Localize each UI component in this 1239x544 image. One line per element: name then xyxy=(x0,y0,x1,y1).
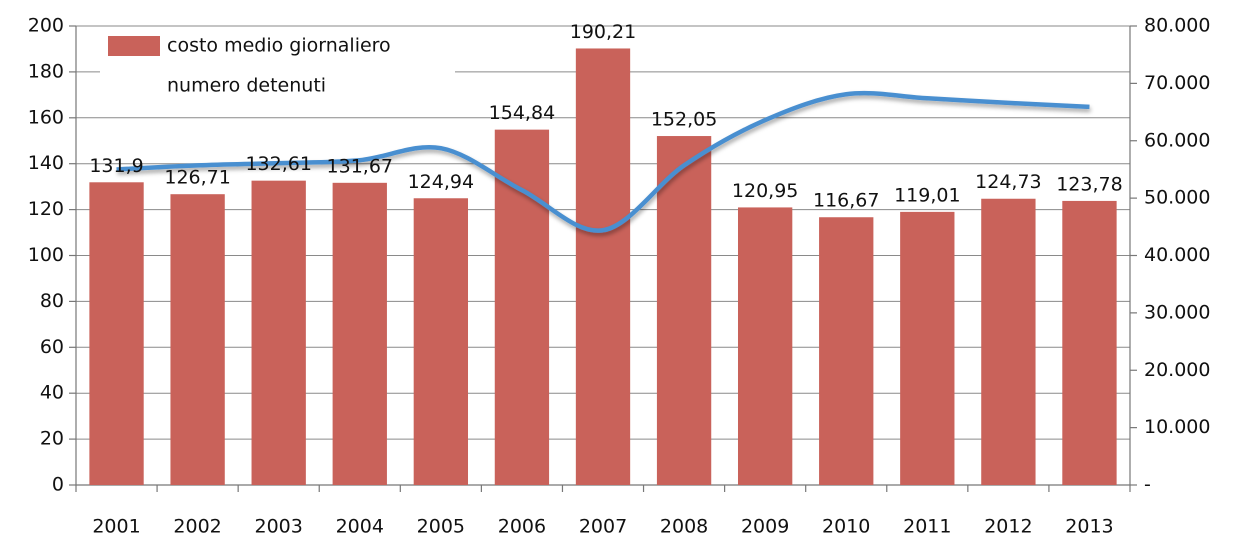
x-tick-label: 2006 xyxy=(498,516,546,538)
data-label: 190,21 xyxy=(570,21,636,43)
data-label: 154,84 xyxy=(489,102,555,124)
legend-label: numero detenuti xyxy=(167,75,326,97)
y-tick-label: 140 xyxy=(28,152,64,174)
bar xyxy=(981,198,1036,486)
bar xyxy=(494,129,550,485)
y-tick-label: 160 xyxy=(28,106,64,128)
data-label: 116,67 xyxy=(813,190,879,212)
bar xyxy=(170,194,225,485)
y2-tick-label: 70.000 xyxy=(1144,72,1210,94)
y-tick-label: 120 xyxy=(28,198,64,220)
bar xyxy=(737,207,793,486)
x-tick-label: 2005 xyxy=(417,516,465,538)
y-tick-label: 0 xyxy=(52,474,64,496)
data-label: 126,71 xyxy=(164,167,230,189)
bar xyxy=(332,182,387,485)
y-tick-label: 60 xyxy=(40,336,64,358)
bar xyxy=(819,217,874,485)
y2-tick-label: 20.000 xyxy=(1144,359,1210,381)
data-label: 120,95 xyxy=(732,180,798,202)
legend-swatch xyxy=(108,36,160,56)
x-tick-label: 2001 xyxy=(92,516,140,538)
y2-tick-label: - xyxy=(1144,474,1151,496)
y-tick-label: 40 xyxy=(40,382,64,404)
y2-tick-label: 10.000 xyxy=(1144,416,1210,438)
y-tick-label: 20 xyxy=(40,428,64,450)
bar xyxy=(1062,200,1117,485)
bar xyxy=(89,182,144,486)
data-label: 131,9 xyxy=(89,155,143,177)
x-tick-label: 2013 xyxy=(1065,516,1113,538)
data-label: 123,78 xyxy=(1056,173,1122,195)
bar xyxy=(413,198,469,485)
y-tick-label: 80 xyxy=(40,290,64,312)
x-tick-label: 2012 xyxy=(984,516,1032,538)
bar xyxy=(575,48,631,485)
y-tick-label: 180 xyxy=(28,60,64,82)
y2-tick-label: 30.000 xyxy=(1144,301,1210,323)
x-tick-label: 2010 xyxy=(822,516,870,538)
y2-tick-label: 50.000 xyxy=(1144,187,1210,209)
bar xyxy=(656,136,712,486)
x-tick-label: 2008 xyxy=(660,516,708,538)
y-tick-label: 200 xyxy=(28,15,64,37)
data-label: 124,73 xyxy=(975,171,1041,193)
data-label: 131,67 xyxy=(327,155,393,177)
y2-tick-label: 60.000 xyxy=(1144,129,1210,151)
x-tick-label: 2009 xyxy=(741,516,789,538)
x-tick-label: 2007 xyxy=(579,516,627,538)
data-label: 124,94 xyxy=(408,171,474,193)
y2-tick-label: 80.000 xyxy=(1144,15,1210,37)
bar xyxy=(251,180,306,486)
x-tick-label: 2011 xyxy=(903,516,951,538)
y2-tick-label: 40.000 xyxy=(1144,244,1210,266)
bar xyxy=(900,211,955,485)
x-tick-label: 2003 xyxy=(255,516,303,538)
line xyxy=(116,90,1090,233)
legend-label: costo medio giornaliero xyxy=(167,35,391,57)
y-tick-label: 100 xyxy=(28,244,64,266)
x-tick-label: 2002 xyxy=(173,516,221,538)
x-tick-label: 2004 xyxy=(336,516,384,538)
data-label: 119,01 xyxy=(894,184,960,206)
data-label: 132,61 xyxy=(245,153,311,175)
data-label: 152,05 xyxy=(651,109,717,131)
